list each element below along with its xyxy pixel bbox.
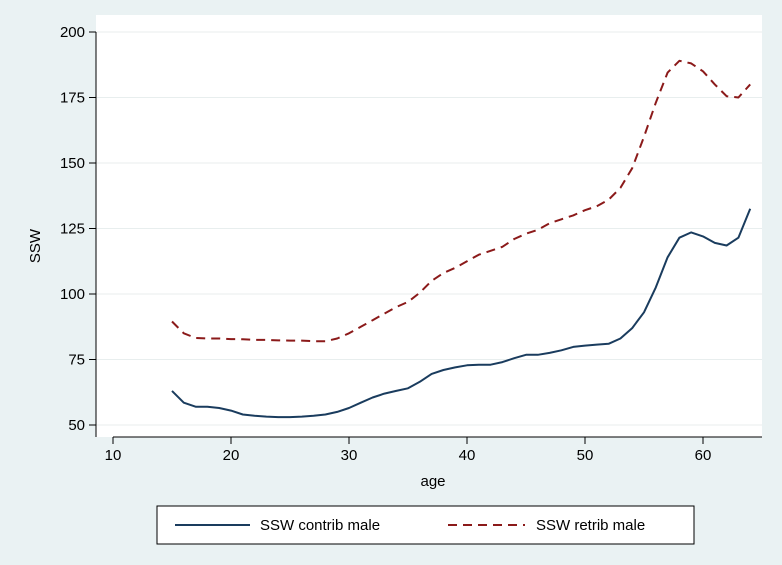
x-tick-label-10: 10 bbox=[105, 447, 122, 464]
plot-background bbox=[96, 15, 762, 437]
axes: 50 75 100 125 150 175 200 10 20 30 40 50 60 bbox=[60, 24, 762, 464]
legend-label-contrib: SSW contrib male bbox=[260, 517, 380, 534]
series-line-0 bbox=[171, 208, 752, 419]
y-tick-label-125: 125 bbox=[60, 221, 85, 238]
y-tick-label-75: 75 bbox=[68, 352, 85, 369]
x-tick-label-50: 50 bbox=[577, 447, 594, 464]
x-axis-label: age bbox=[420, 473, 445, 490]
gridlines bbox=[96, 31, 762, 426]
x-tick-label-30: 30 bbox=[341, 447, 358, 464]
legend-label-retrib: SSW retrib male bbox=[536, 517, 645, 534]
legend: SSW contrib male SSW retrib male bbox=[156, 505, 695, 545]
x-tick-label-40: 40 bbox=[459, 447, 476, 464]
y-tick-label-150: 150 bbox=[60, 155, 85, 172]
series-line-1 bbox=[171, 59, 751, 343]
y-tick-label-200: 200 bbox=[60, 24, 85, 41]
y-tick-label-175: 175 bbox=[60, 90, 85, 107]
y-tick-label-100: 100 bbox=[60, 286, 85, 303]
y-tick-label-50: 50 bbox=[68, 417, 85, 434]
series-lines bbox=[171, 59, 752, 419]
x-tick-label-60: 60 bbox=[695, 447, 712, 464]
x-tick-label-20: 20 bbox=[223, 447, 240, 464]
y-axis-label: SSW bbox=[27, 228, 44, 263]
